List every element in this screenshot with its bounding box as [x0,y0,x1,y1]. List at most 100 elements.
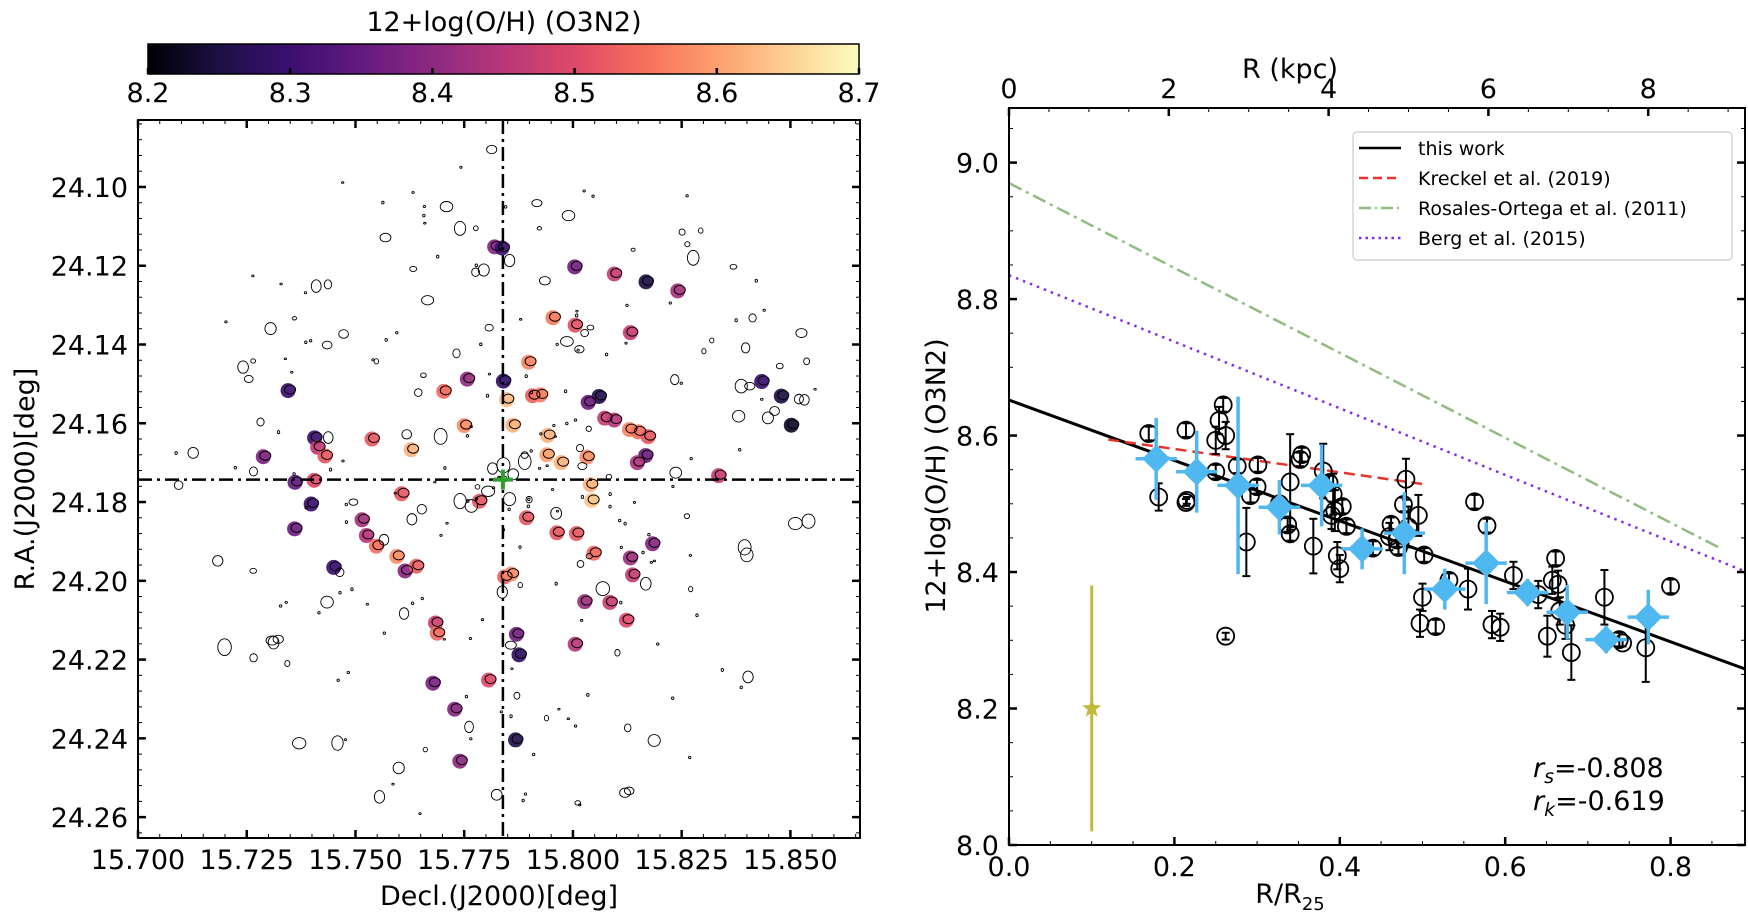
contour [589,547,602,558]
contour [788,516,803,531]
point-marker [1206,430,1226,450]
contour [335,567,345,578]
contour [536,388,549,399]
contour [744,381,756,391]
colorbar-tick-label: 8.3 [269,78,312,109]
data-point [1303,517,1323,575]
contour [604,352,609,357]
contour [545,464,549,468]
contour [537,466,542,470]
contour [528,389,541,400]
point-marker [1327,546,1347,566]
binned-point [1627,589,1669,645]
data-point [1426,617,1446,637]
contour [243,374,254,384]
contour [321,449,334,460]
contour [584,396,597,407]
binned-diamond [1592,625,1621,654]
contour [421,295,435,306]
right-x-axis-label: R/R25 [1255,879,1325,915]
colorbar-tick-label: 8.7 [838,78,881,109]
contour [453,492,467,510]
contour [382,631,386,635]
contour [233,465,237,470]
point-marker [1537,626,1557,646]
left-panel: 12+log(O/H) (O3N2) 8.2 8.3 8.4 8.5 8.6 8.7 15… [10,7,880,912]
top-x-tick-label: 2 [1160,74,1177,105]
contour [734,318,738,323]
contour [481,485,496,497]
contour [738,448,742,452]
point-marker [1396,469,1416,489]
contour [473,225,479,232]
y-tick-label: 24.18 [51,488,128,519]
contour [543,429,556,440]
contour [439,385,452,396]
contour [509,714,513,719]
point-marker [1561,643,1581,662]
contour [284,384,297,395]
data-point [1465,492,1484,512]
contour [487,462,498,475]
colorbar-tick-label: 8.5 [553,78,596,109]
point-marker [1213,395,1233,415]
x-tick-label: 15.850 [743,845,837,876]
rs-symbol: r [1533,753,1546,784]
binned-diamond [1224,471,1253,500]
data-point [1176,493,1196,512]
contour [576,348,580,352]
point-marker [1292,445,1312,465]
line-berg-et-al-2015 [1009,274,1745,573]
legend-label-this-work: this work [1418,138,1505,160]
contour [291,476,304,487]
contour [684,241,691,248]
contour [338,591,342,595]
contour [698,227,704,234]
contour [384,338,388,342]
contour [619,787,631,798]
contour [362,529,375,540]
contour [477,263,490,277]
contour [290,370,294,374]
right-x-axis-label-sub: 25 [1302,894,1325,915]
contour [484,323,494,332]
point-marker [1465,492,1484,512]
contour [484,674,497,685]
contour [742,670,754,684]
contour [689,456,693,461]
contour [714,469,727,480]
y-tick-label: 8.6 [956,422,999,453]
star-marker [1082,698,1102,717]
contour [632,500,637,504]
contour [668,301,672,305]
contour [507,507,511,512]
binned-points [1135,396,1669,654]
contour [212,555,224,567]
contour [737,539,752,556]
reference-star [1082,585,1102,832]
contour [775,362,784,370]
point-marker [1414,545,1434,565]
contour [187,446,199,459]
contour [420,596,424,601]
contour [328,467,333,472]
contour [757,375,770,386]
contour [777,390,790,401]
contour [803,357,811,366]
x-tick-label: 15.725 [199,845,293,876]
contour [460,419,473,430]
right-x-axis-label-main: R/R [1255,879,1302,910]
data-point [1330,553,1350,584]
contour [527,497,531,502]
contour [580,494,585,499]
point-marker [1303,536,1323,556]
contour [423,221,427,225]
contour [625,303,629,307]
contour [341,459,345,463]
contour [507,468,520,481]
point-marker [1216,626,1236,646]
contour [392,761,405,775]
point-marker [1332,497,1352,516]
x-tick-label: 0.4 [1318,852,1361,883]
